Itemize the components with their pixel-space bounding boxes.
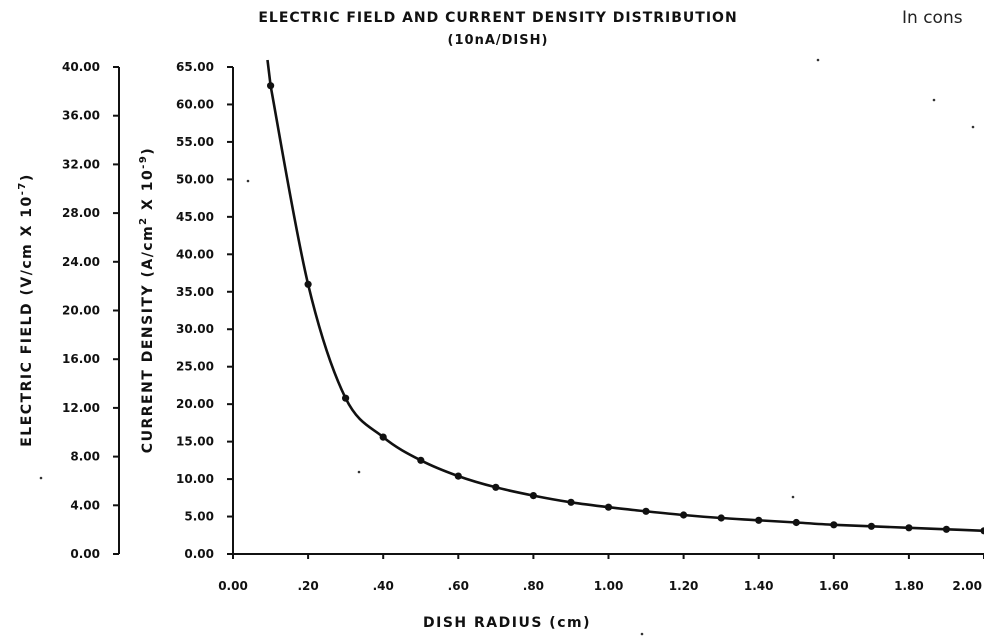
scan-specks [39, 58, 975, 636]
x-tick-label: .80 [523, 579, 544, 593]
x-axis-ticks: 0.00 .20 .40 .60 .80 1.00 1.20 1.40 1.60 1.80 2.00 [218, 554, 984, 593]
electric-field-tick-label: 28.00 [62, 206, 100, 220]
electric-field-tick-label: 40.00 [62, 60, 100, 74]
scan-speck [816, 58, 820, 62]
data-point [830, 521, 838, 529]
current-density-label-mid: X 10 [140, 169, 156, 217]
current-density-tick-label: 5.00 [184, 510, 214, 524]
x-tick-label: 0.00 [218, 579, 248, 593]
data-point [529, 492, 538, 500]
electric-field-tick-label: 8.00 [70, 450, 100, 464]
data-point [980, 527, 984, 535]
current-density-tick-label: 65.00 [176, 60, 214, 74]
data-point [567, 498, 575, 506]
x-tick-label: 1.60 [819, 579, 849, 593]
scan-speck [246, 179, 250, 183]
electric-field-label-text: ELECTRIC FIELD (V/cm X 10 [19, 195, 35, 447]
chart-subtitle: (10nA/DISH) [448, 33, 549, 48]
data-point [267, 82, 275, 90]
current-density-label-square: 2 [138, 216, 149, 224]
current-density-tick-label: 15.00 [176, 435, 214, 449]
current-density-tick-label: 60.00 [176, 97, 214, 111]
x-tick-label: 1.20 [669, 579, 699, 593]
data-point [717, 514, 725, 522]
scan-speck [791, 495, 795, 499]
current-density-tick-label: 0.00 [184, 547, 214, 561]
x-tick-label: .20 [297, 579, 318, 593]
data-point [304, 280, 312, 288]
current-density-tick-label: 35.00 [176, 285, 214, 299]
current-density-label-exponent: -9 [138, 155, 149, 169]
current-density-tick-label: 25.00 [176, 360, 214, 374]
data-point [492, 483, 500, 491]
data-point [755, 516, 763, 524]
scan-speck [971, 125, 975, 129]
corner-text: In cons [902, 8, 963, 28]
current-density-ticks: 0.00 5.00 10.00 15.00 20.00 25.00 30.00 35.00 40… [176, 60, 233, 561]
current-density-curve [266, 59, 984, 533]
electric-field-ticks: 0.00 4.00 8.00 12.00 16.00 20.00 24.00 28.00 32.… [62, 60, 119, 561]
current-density-tick-label: 20.00 [176, 397, 214, 411]
electric-field-tick-label: 24.00 [62, 255, 100, 269]
electric-field-tick-label: 36.00 [62, 109, 100, 123]
data-point [642, 507, 650, 515]
x-tick-label: 2.00 [952, 579, 982, 593]
current-density-label-text: CURRENT DENSITY (A/cm [140, 225, 156, 453]
data-point [792, 518, 800, 527]
chart-title: ELECTRIC FIELD AND CURRENT DENSITY DISTR… [258, 10, 737, 26]
electric-field-axis-label: ELECTRIC FIELD (V/cm X 10-7) [17, 173, 35, 447]
data-point [604, 503, 613, 511]
current-density-label-close: ) [140, 147, 156, 155]
x-tick-label: 1.00 [594, 579, 624, 593]
electric-field-tick-label: 16.00 [62, 352, 100, 366]
current-density-tick-label: 50.00 [176, 172, 214, 186]
current-density-axis-label: CURRENT DENSITY (A/cm2 X 10-9) [138, 147, 156, 453]
data-point [942, 525, 951, 533]
current-density-tick-label: 30.00 [176, 322, 214, 336]
electric-field-label-exponent: -7 [17, 181, 28, 195]
data-point [680, 511, 688, 519]
current-density-tick-label: 10.00 [176, 472, 214, 486]
current-density-tick-label: 55.00 [176, 135, 214, 149]
scan-speck [640, 632, 644, 636]
data-point [905, 524, 913, 532]
data-point [342, 394, 350, 402]
electric-field-tick-label: 32.00 [62, 157, 100, 171]
electric-field-label-close: ) [19, 173, 35, 181]
electric-field-tick-label: 12.00 [62, 401, 100, 415]
scan-speck [932, 98, 936, 102]
data-point [379, 433, 387, 441]
data-point [417, 456, 425, 464]
x-tick-label: .40 [373, 579, 394, 593]
electric-field-tick-label: 4.00 [70, 498, 100, 512]
scan-speck [39, 476, 43, 480]
x-axis-label: DISH RADIUS (cm) [423, 615, 591, 631]
x-tick-label: 1.80 [894, 579, 924, 593]
current-density-tick-label: 45.00 [176, 210, 214, 224]
scan-speck [357, 470, 361, 474]
x-tick-label: .60 [448, 579, 469, 593]
data-point [867, 522, 876, 530]
data-points [267, 82, 984, 535]
electric-field-tick-label: 0.00 [70, 547, 100, 561]
data-point [454, 472, 462, 480]
current-density-tick-label: 40.00 [176, 247, 214, 261]
electric-field-tick-label: 20.00 [62, 304, 100, 318]
x-tick-label: 1.40 [744, 579, 774, 593]
